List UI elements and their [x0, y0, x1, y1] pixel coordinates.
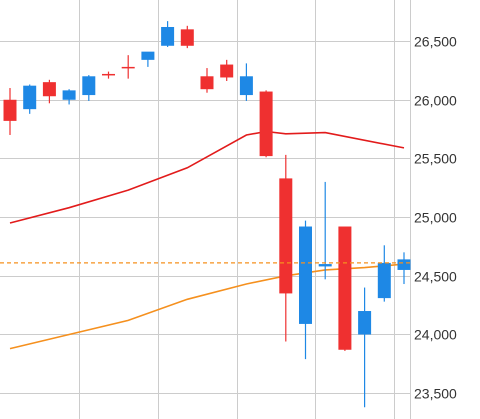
candle-down [279, 154, 293, 342]
candle-down [3, 88, 17, 135]
candle-body [200, 76, 214, 90]
y-tick-label: 25,500 [414, 151, 457, 167]
candle-up [62, 89, 76, 105]
candle-body [3, 99, 17, 121]
y-tick-label: 26,500 [414, 34, 457, 50]
candle-body [358, 311, 372, 335]
candle-body [42, 82, 56, 97]
y-tick-label: 24,000 [414, 327, 457, 343]
y-tick-label: 23,500 [414, 386, 457, 402]
candle-down [259, 90, 273, 158]
candle-up [23, 84, 37, 114]
candle-up [239, 63, 253, 101]
candle-body [299, 226, 312, 324]
y-tick-label: 25,000 [414, 210, 457, 226]
candle-down [121, 55, 135, 79]
candle-down [220, 59, 234, 81]
candle-up [318, 181, 332, 280]
candle-body [318, 264, 332, 267]
candle-body [141, 51, 155, 60]
candle-down [200, 68, 214, 93]
candles [3, 21, 411, 408]
candle-body [102, 73, 115, 76]
candle-body [161, 26, 175, 46]
candle-body [62, 90, 76, 100]
candle-body [220, 64, 234, 78]
candle-down [180, 25, 194, 49]
candle-body [82, 76, 96, 96]
candle-body [377, 262, 391, 299]
moving-average-short-line [9, 130, 405, 224]
moving-average-lines [9, 130, 405, 350]
candle-body [259, 91, 273, 157]
candle-up [377, 245, 391, 302]
candle-body [23, 85, 37, 110]
y-axis: 23,500 24,000 24,500 25,000 25,500 26,000 26,5… [414, 34, 457, 402]
candle-body [180, 29, 194, 46]
candle-body [397, 259, 411, 270]
candle-body [239, 76, 253, 96]
candle-up [141, 51, 155, 67]
candle-up [82, 75, 96, 101]
candle-body [338, 226, 352, 350]
y-tick-label: 26,000 [414, 93, 457, 109]
y-tick-label: 24,500 [414, 269, 457, 285]
moving-average-long-line [9, 263, 405, 350]
candle-up [299, 220, 312, 360]
candle-up [358, 287, 372, 408]
candle-body [121, 66, 135, 69]
candle-down [42, 79, 56, 104]
candle-down [338, 226, 352, 351]
candle-down [102, 71, 115, 79]
candle-body [279, 178, 293, 294]
candle-up [161, 21, 175, 47]
candle-up [397, 252, 411, 285]
